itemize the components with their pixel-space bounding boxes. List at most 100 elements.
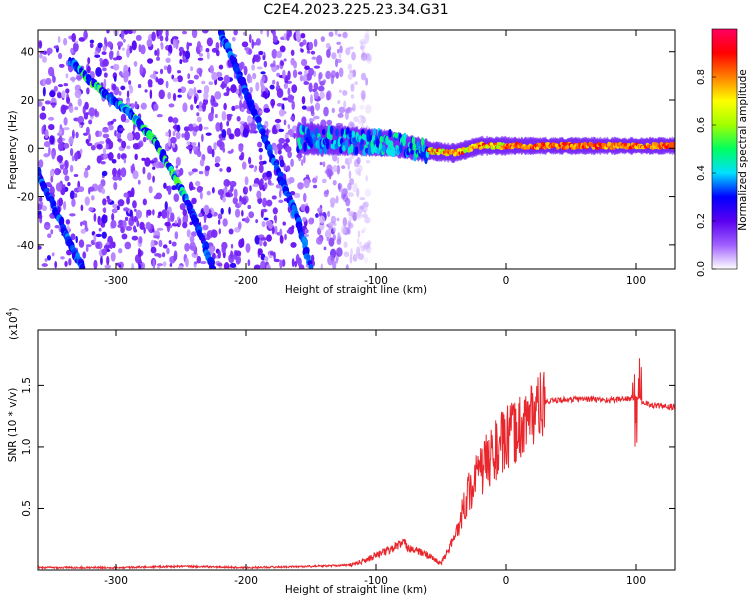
- noise-blob: [239, 124, 244, 134]
- noise-blob: [348, 170, 352, 179]
- noise-blob: [337, 33, 342, 37]
- noise-blob: [178, 46, 184, 53]
- noise-blob: [85, 167, 89, 172]
- noise-blob: [347, 72, 354, 80]
- noise-blob: [90, 145, 96, 151]
- noise-blob: [249, 129, 254, 134]
- noise-blob: [303, 178, 310, 189]
- noise-blob: [347, 227, 351, 235]
- noise-blob: [133, 216, 137, 223]
- noise-blob: [44, 100, 51, 105]
- noise-blob: [326, 119, 333, 126]
- noise-blob: [313, 115, 320, 120]
- noise-blob: [47, 66, 55, 77]
- noise-blob: [94, 54, 101, 58]
- noise-blob: [80, 204, 84, 212]
- noise-blob: [324, 229, 332, 239]
- noise-blob: [216, 139, 223, 148]
- noise-blob: [335, 71, 339, 80]
- noise-blob: [220, 207, 224, 215]
- noise-blob: [191, 30, 198, 39]
- noise-blob: [167, 64, 172, 74]
- noise-blob: [201, 80, 206, 85]
- noise-blob: [198, 123, 203, 132]
- noise-blob: [177, 70, 182, 74]
- noise-blob: [357, 237, 360, 245]
- noise-blob: [266, 199, 273, 207]
- noise-blob: [258, 238, 263, 247]
- noise-blob: [57, 141, 64, 152]
- noise-blob: [197, 107, 203, 112]
- noise-blob: [343, 251, 350, 258]
- ridge-blob: [372, 128, 377, 137]
- noise-blob: [142, 166, 146, 175]
- noise-blob: [202, 224, 209, 231]
- noise-blob: [313, 65, 321, 69]
- noise-blob: [98, 227, 102, 232]
- noise-blob: [102, 207, 107, 213]
- noise-blob: [228, 133, 235, 140]
- noise-blob: [261, 75, 266, 82]
- noise-blob: [166, 224, 171, 233]
- noise-blob: [161, 209, 167, 219]
- spectrogram-ytick-label: -40: [17, 240, 34, 252]
- noise-blob: [126, 196, 130, 205]
- noise-blob: [73, 173, 79, 177]
- noise-blob: [247, 156, 252, 165]
- noise-blob: [135, 209, 142, 219]
- spectrogram-frame: [37, 29, 676, 270]
- noise-blob: [122, 220, 127, 228]
- noise-blob: [149, 160, 155, 164]
- noise-blob: [337, 99, 341, 104]
- noise-blob: [248, 211, 255, 219]
- noise-blob: [87, 57, 91, 65]
- noise-blob: [69, 213, 76, 217]
- noise-blob: [339, 45, 343, 54]
- noise-blob: [179, 203, 186, 211]
- noise-blob: [320, 263, 324, 269]
- noise-blob: [206, 51, 210, 60]
- noise-blob: [336, 217, 340, 222]
- noise-blob: [209, 64, 214, 74]
- noise-blob: [263, 217, 269, 221]
- noise-blob: [348, 211, 355, 217]
- noise-blob: [45, 225, 51, 229]
- noise-blob: [255, 38, 261, 46]
- noise-blob: [97, 42, 103, 49]
- noise-blob: [278, 189, 282, 198]
- ridge-blob: [329, 125, 334, 135]
- noise-blob: [322, 178, 327, 184]
- noise-blob: [291, 84, 298, 94]
- noise-blob: [236, 256, 242, 264]
- noise-blob: [113, 75, 117, 82]
- noise-blob: [162, 261, 167, 267]
- noise-blob: [294, 260, 298, 268]
- noise-blob: [272, 79, 276, 85]
- track-blob: [308, 263, 314, 269]
- noise-blob: [282, 221, 286, 226]
- noise-blob: [77, 186, 85, 193]
- noise-blob: [217, 76, 224, 81]
- noise-blob: [146, 39, 153, 47]
- noise-blob: [123, 30, 129, 35]
- noise-blob: [182, 50, 186, 56]
- noise-blob: [314, 102, 321, 111]
- noise-blob: [256, 190, 262, 199]
- ridge-blob: [672, 144, 675, 149]
- noise-blob: [338, 106, 345, 114]
- noise-blob: [225, 87, 231, 92]
- noise-blob: [351, 51, 356, 61]
- noise-blob: [262, 160, 267, 165]
- noise-blob: [73, 152, 79, 162]
- noise-blob: [118, 71, 123, 77]
- noise-blob: [38, 203, 43, 211]
- noise-blob: [196, 41, 201, 49]
- noise-blob: [42, 56, 47, 63]
- noise-blob: [336, 41, 342, 45]
- noise-blob: [352, 183, 358, 193]
- noise-blob: [279, 159, 285, 168]
- noise-blob: [182, 30, 188, 35]
- noise-blob: [362, 40, 369, 44]
- colorbar-label: Normalized spectral amplitude: [737, 69, 749, 230]
- noise-blob: [168, 137, 171, 148]
